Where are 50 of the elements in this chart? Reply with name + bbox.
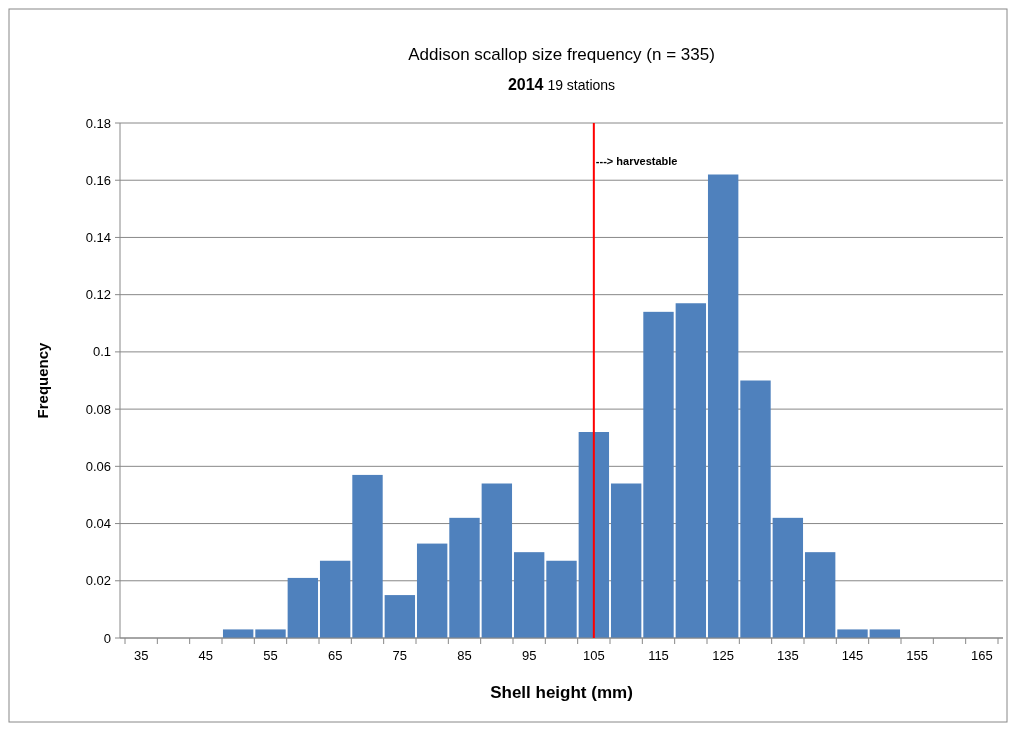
bar — [804, 552, 836, 638]
y-tick-label: 0.16 — [85, 172, 111, 188]
x-tick-label: 145 — [841, 648, 864, 663]
chart-subtitle: 2014 19 stations — [507, 76, 616, 93]
y-tick-label: 0.14 — [85, 229, 111, 245]
x-tick-label: 135 — [776, 648, 799, 663]
x-tick-label: 55 — [263, 648, 278, 663]
bar — [707, 174, 739, 638]
y-tick-label: 0.04 — [85, 516, 111, 532]
bar — [740, 380, 771, 638]
y-tick-label: 0.12 — [85, 287, 111, 303]
bar — [384, 595, 416, 638]
x-tick-label: 155 — [906, 648, 929, 663]
y-tick-label: 0.02 — [85, 573, 111, 589]
bar — [255, 629, 286, 638]
bar — [319, 560, 351, 638]
bar — [675, 303, 707, 638]
bar — [772, 517, 804, 638]
x-tick-label: 75 — [392, 648, 408, 663]
bar — [869, 629, 901, 638]
bar — [610, 483, 642, 638]
bar — [546, 560, 577, 638]
bar — [352, 474, 383, 638]
ref-line-label: ---> harvestable — [595, 155, 678, 167]
chart-title: Addison scallop size frequency (n = 335) — [408, 45, 715, 64]
bar — [287, 577, 319, 638]
x-tick-label: 95 — [521, 648, 537, 663]
x-tick-label: 85 — [457, 648, 472, 663]
y-tick-label: 0.18 — [85, 115, 111, 131]
bar — [837, 629, 868, 638]
x-tick-label: 125 — [712, 648, 735, 663]
x-axis-title: Shell height (mm) — [490, 683, 633, 702]
x-tick-label: 65 — [327, 648, 343, 663]
bar — [449, 517, 480, 638]
x-tick-label: 105 — [582, 648, 605, 663]
x-tick-label: 165 — [970, 648, 993, 663]
y-tick-label: 0.1 — [92, 344, 111, 360]
x-tick-label: 35 — [133, 648, 149, 663]
bar — [643, 311, 674, 638]
bar — [222, 629, 254, 638]
y-tick-label: 0.08 — [85, 401, 111, 417]
y-axis-title: Frequency — [34, 341, 51, 419]
bar — [513, 552, 545, 638]
x-tick-label: 115 — [648, 648, 669, 663]
bar — [578, 432, 610, 638]
x-tick-label: 45 — [198, 648, 214, 663]
bar — [416, 543, 448, 638]
y-tick-label: 0.06 — [85, 458, 111, 474]
y-tick-label: 0 — [103, 630, 111, 646]
bar — [481, 483, 513, 638]
